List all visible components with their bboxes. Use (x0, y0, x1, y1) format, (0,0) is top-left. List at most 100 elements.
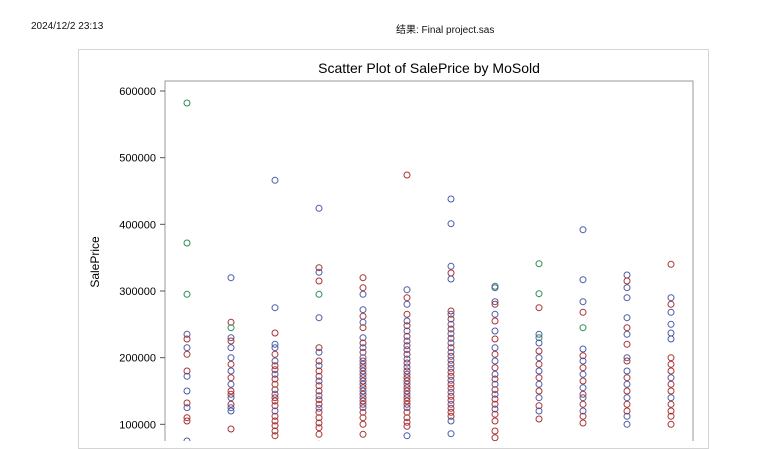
scatter-point (623, 277, 631, 285)
scatter-point (667, 260, 675, 268)
scatter-point (667, 420, 675, 428)
scatter-point (359, 334, 367, 342)
scatter-point (315, 357, 323, 365)
scatter-point (535, 360, 543, 368)
scatter-point (491, 357, 499, 365)
scatter-point (403, 387, 411, 395)
scatter-point (447, 275, 455, 283)
scatter-point (359, 394, 367, 402)
scatter-point (447, 417, 455, 425)
scatter-point (403, 377, 411, 385)
scatter-point (667, 320, 675, 328)
scatter-point (447, 430, 455, 438)
scatter-point (623, 294, 631, 302)
scatter-point (227, 374, 235, 382)
scatter-point (227, 337, 235, 345)
scatter-point (359, 377, 367, 385)
scatter-point (667, 367, 675, 375)
scatter-point (227, 425, 235, 433)
scatter-point (535, 387, 543, 395)
y-tick-label: 500000 (119, 153, 156, 165)
scatter-point (403, 408, 411, 416)
scatter-point (403, 350, 411, 358)
scatter-point (403, 384, 411, 392)
scatter-point (183, 350, 191, 358)
scatter-point (315, 382, 323, 390)
scatter-point (667, 412, 675, 420)
scatter-point (579, 419, 587, 427)
scatter-point (667, 308, 675, 316)
scatter-point (535, 260, 543, 268)
scatter-point (667, 407, 675, 415)
scatter-point (227, 367, 235, 375)
scatter-point (491, 386, 499, 394)
scatter-point (623, 357, 631, 365)
scatter-point (271, 402, 279, 410)
scatter-point (491, 410, 499, 418)
scatter-point (579, 276, 587, 284)
scatter-point (579, 226, 587, 234)
scatter-point (403, 418, 411, 426)
scatter-point (403, 400, 411, 408)
scatter-point (403, 432, 411, 440)
scatter-point (667, 354, 675, 362)
scatter-point (491, 417, 499, 425)
scatter-point (403, 317, 411, 325)
scatter-point (535, 304, 543, 312)
scatter-point (491, 364, 499, 372)
scatter-point (403, 394, 411, 402)
scatter-point (491, 300, 499, 308)
scatter-point (271, 417, 279, 425)
scatter-point (315, 367, 323, 375)
scatter-point (315, 400, 323, 408)
scatter-point (623, 340, 631, 348)
y-tick-label: 100000 (119, 419, 156, 431)
scatter-point (359, 380, 367, 388)
scatter-point (315, 348, 323, 356)
scatter-point (667, 335, 675, 343)
scatter-point (535, 347, 543, 355)
scatter-point (271, 375, 279, 383)
scatter-point (227, 400, 235, 408)
scatter-point (579, 407, 587, 415)
scatter-point (623, 354, 631, 362)
scatter-point (183, 344, 191, 352)
scatter-point (403, 171, 411, 179)
scatter-point (403, 346, 411, 354)
scatter-point (359, 420, 367, 428)
scatter-point (315, 362, 323, 370)
scatter-point (623, 387, 631, 395)
scatter-point (403, 397, 411, 405)
scatter-point (403, 404, 411, 412)
scatter-point (491, 427, 499, 435)
scatter-point (359, 318, 367, 326)
scatter-point (403, 310, 411, 318)
scatter-point (579, 384, 587, 392)
scatter-point (447, 376, 455, 384)
scatter-point (535, 339, 543, 347)
scatter-point (359, 284, 367, 292)
scatter-point (271, 370, 279, 378)
scatter-point (227, 354, 235, 362)
scatter-point (535, 334, 543, 342)
scatter-point (623, 374, 631, 382)
scatter-point (359, 364, 367, 372)
scatter-point (359, 414, 367, 422)
scatter-point (359, 360, 367, 368)
scatter-point (271, 329, 279, 337)
scatter-point (447, 384, 455, 392)
scatter-point (535, 415, 543, 423)
scatter-point (579, 394, 587, 402)
scatter-point (359, 274, 367, 282)
header-results-title: 结果: Final project.sas (396, 25, 495, 36)
scatter-point (315, 404, 323, 412)
scatter-point (403, 414, 411, 422)
scatter-point (271, 344, 279, 352)
scatter-point (535, 367, 543, 375)
scatter-point (535, 354, 543, 362)
scatter-point (447, 195, 455, 203)
scatter-point (359, 397, 367, 405)
scatter-point (623, 394, 631, 402)
scatter-point (623, 412, 631, 420)
